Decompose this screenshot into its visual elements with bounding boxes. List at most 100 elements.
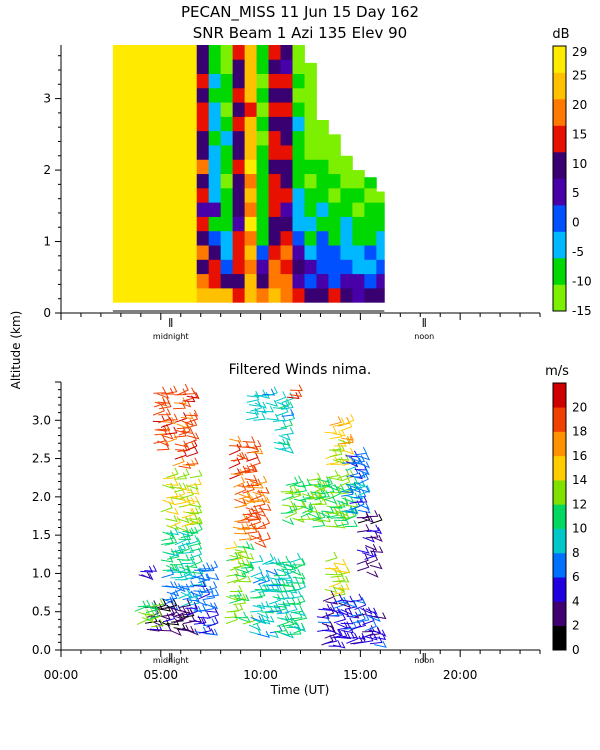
wind-barb (328, 639, 342, 647)
heatmap-cell (232, 287, 246, 303)
wind-barb (153, 434, 167, 444)
heatmap-cell (328, 230, 341, 246)
heatmap-cell (352, 216, 365, 232)
heatmap-cell (376, 230, 385, 246)
heatmap-cell (220, 187, 234, 203)
wind-barb (341, 488, 354, 497)
wind-barb (177, 583, 191, 591)
heatmap-cell (136, 45, 150, 60)
heatmap-cell (172, 116, 186, 132)
heatmap-cell (364, 273, 377, 289)
wind-barb (233, 476, 246, 488)
wind-barb (166, 467, 179, 478)
colorbar-tick-label: 20 (572, 400, 587, 414)
wind-barb (190, 523, 203, 535)
chart-2-title: Filtered Winds nima. (229, 362, 372, 378)
heatmap-cell (244, 287, 257, 303)
heatmap-cell (268, 145, 281, 160)
wind-barb (370, 546, 384, 553)
heatmap-cell (208, 130, 222, 146)
colorbar-tick-label: 6 (572, 570, 580, 584)
wind-barb (330, 608, 344, 617)
wind-barb (238, 489, 251, 500)
heatmap-cell (280, 273, 293, 289)
wind-barb (174, 472, 188, 480)
wind-barb (356, 511, 370, 519)
wind-barb (346, 632, 359, 644)
wind-barb (250, 481, 264, 489)
heatmap-cell (124, 159, 138, 175)
wind-barb (157, 439, 170, 447)
wind-barb (329, 628, 342, 637)
wind-barb (200, 585, 214, 593)
colorbar-swatch (553, 552, 566, 578)
heatmap-cell (244, 130, 257, 146)
heatmap-cell (184, 130, 198, 146)
wind-barb (293, 500, 306, 512)
wind-barb (237, 541, 251, 549)
wind-barb (342, 631, 355, 639)
wind-barb (248, 512, 262, 522)
wind-barb (326, 469, 339, 479)
wind-barb (166, 507, 179, 515)
wind-barb (368, 626, 382, 634)
y-tick-label: 2.0 (32, 490, 51, 504)
wind-barb (325, 597, 339, 605)
wind-barb (204, 581, 218, 592)
wind-barb (312, 511, 326, 522)
heatmap-cell (280, 73, 293, 89)
wind-barb (254, 401, 267, 409)
wind-barb (141, 573, 154, 581)
wind-barb (137, 599, 151, 608)
heatmap-cell (316, 173, 329, 189)
heatmap-cell (340, 202, 353, 217)
heatmap-cell (244, 59, 257, 74)
wind-barb (229, 435, 242, 443)
wind-barb (238, 575, 252, 583)
colorbar-tick-label: 0 (572, 216, 580, 230)
heatmap-cell (208, 116, 222, 132)
heatmap-cell (292, 116, 305, 132)
wind-barb (165, 564, 179, 572)
wind-barb (274, 422, 288, 431)
wind-barb (290, 475, 303, 487)
wind-barb (340, 608, 353, 616)
heatmap-cell (136, 145, 150, 160)
heatmap-cell (232, 116, 246, 132)
wind-barb (269, 558, 282, 566)
heatmap-cell (256, 216, 269, 232)
heatmap-cell (148, 259, 162, 275)
heatmap-cell (184, 159, 198, 175)
wind-barb (358, 484, 371, 496)
heatmap-cell (184, 173, 198, 189)
wind-barb (234, 513, 247, 523)
heatmap-cell (148, 102, 162, 117)
wind-barb (333, 613, 347, 624)
heatmap-cell (232, 145, 246, 160)
wind-barb (171, 546, 184, 554)
heatmap-cell (268, 202, 281, 217)
heatmap-cell (160, 287, 174, 303)
heatmap-cell (172, 159, 186, 175)
wind-barb (203, 618, 216, 627)
wind-barb (250, 583, 263, 593)
heatmap-cell (172, 59, 186, 74)
heatmap-cell (268, 116, 281, 132)
wind-barb (344, 509, 357, 521)
wind-barb (282, 597, 296, 605)
heatmap-cell (136, 187, 150, 203)
wind-barb (194, 579, 208, 587)
heatmap-cell (148, 87, 162, 103)
wind-barb (245, 465, 258, 474)
wind-barb (288, 489, 301, 500)
wind-barb (254, 475, 268, 486)
wind-barb (252, 602, 266, 610)
colorbar-frame (552, 382, 567, 651)
wind-barb (354, 495, 368, 503)
wind-barb (178, 587, 191, 599)
heatmap-cell (316, 259, 329, 275)
wind-barb (262, 553, 274, 565)
heatmap-cell (316, 202, 329, 217)
wind-barb (246, 494, 260, 502)
wind-barb (180, 529, 194, 539)
